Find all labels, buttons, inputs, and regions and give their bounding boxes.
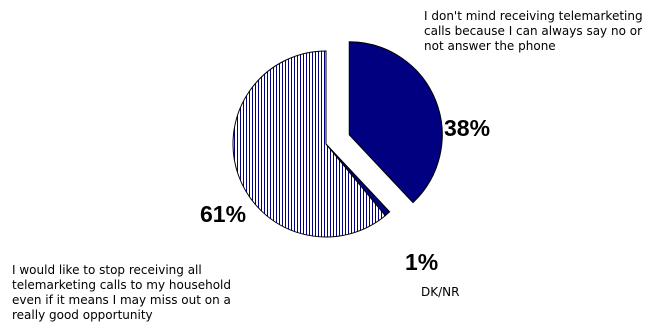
pie-labels: 38% I don't mind receiving telemarketing c… bbox=[12, 9, 643, 322]
pie-category-label-line: telemarketing calls to my household bbox=[12, 278, 231, 292]
pie-category-label-line: DK/NR bbox=[421, 285, 459, 299]
pie-category-label-line: even if it means I may miss out on a bbox=[12, 293, 231, 307]
pie-category-label-line: really good opportunity bbox=[12, 308, 153, 322]
pie-slices bbox=[232, 41, 443, 238]
pie-value-label-3: 61% bbox=[200, 201, 246, 227]
pie-value-label-1: 38% bbox=[444, 115, 490, 141]
pie-category-label-line: calls because I can always say no or bbox=[424, 24, 642, 38]
pie-category-label-line: I would like to stop receiving all bbox=[12, 263, 202, 277]
pie-value-label-2: 1% bbox=[405, 249, 438, 275]
pie-category-label-2: DK/NR bbox=[421, 285, 459, 299]
pie-category-label-1: I don't mind receiving telemarketing call… bbox=[424, 9, 643, 53]
pie-category-label-line: not answer the phone bbox=[424, 39, 556, 53]
pie-slice-3 bbox=[232, 50, 386, 238]
pie-slice-1 bbox=[348, 41, 443, 204]
pie-category-label-line: I don't mind receiving telemarketing bbox=[424, 9, 643, 23]
pie-category-label-3: I would like to stop receiving all telema… bbox=[12, 263, 231, 322]
